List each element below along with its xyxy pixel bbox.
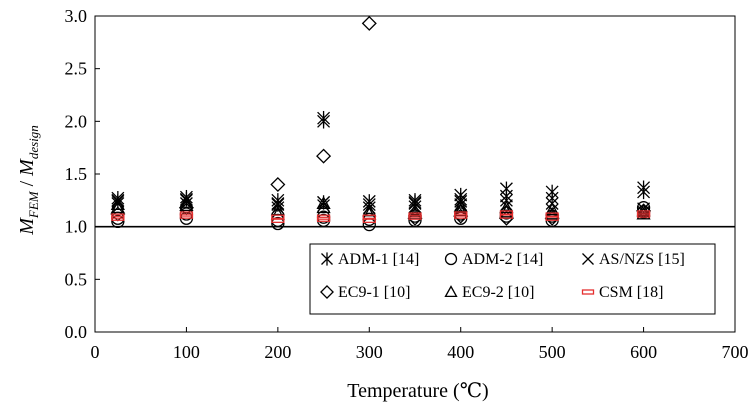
legend-marker-asterisk: [321, 252, 333, 266]
data-point: [179, 195, 194, 208]
data-point: [408, 197, 422, 210]
data-point: [499, 210, 514, 216]
data-point: [499, 181, 513, 196]
data-point: [498, 210, 514, 226]
data-point: [545, 215, 559, 221]
x-tick-label: 700: [722, 342, 749, 362]
legend-entry: CSM [18]: [581, 284, 663, 301]
legend-marker-x: [582, 253, 594, 265]
legend-entry: AS/NZS [15]: [582, 251, 685, 268]
chart-marks: [110, 15, 652, 232]
data-point: [499, 213, 514, 219]
data-point: [636, 210, 651, 216]
data-point: [362, 217, 376, 223]
data-point: [454, 211, 468, 217]
x-axis-title: Temperature (℃): [347, 380, 488, 402]
legend-marker-triangle: [444, 285, 458, 298]
x-tick-label: 300: [356, 342, 383, 362]
data-point: [545, 212, 559, 218]
legend-label: EC9-1 [10]: [338, 284, 410, 301]
data-point: [316, 200, 331, 214]
x-tick-label: 600: [630, 342, 657, 362]
data-point: [361, 15, 377, 31]
x-tick-label: 400: [447, 342, 474, 362]
data-point: [316, 213, 331, 227]
data-point: [408, 212, 422, 218]
y-tick-label: 1.5: [65, 164, 88, 184]
data-point: [316, 214, 331, 220]
y-tick-label: 0.0: [65, 322, 88, 342]
data-point: [545, 203, 559, 217]
data-point: [110, 197, 125, 210]
x-tick-label: 0: [91, 342, 100, 362]
data-point: [362, 217, 376, 232]
y-tick-label: 1.0: [65, 217, 88, 237]
legend-label: AS/NZS [15]: [599, 251, 685, 268]
y-tick-label: 2.5: [65, 59, 88, 79]
legend-marker-bar: [581, 289, 595, 295]
legend-marker-diamond: [320, 285, 334, 299]
data-point: [111, 214, 125, 229]
data-point: [545, 184, 559, 200]
data-point: [316, 148, 332, 164]
data-point: [408, 213, 422, 227]
legend-label: CSM [18]: [599, 284, 663, 301]
axes: 0 100 200 300 400 500 600 700 0.0 0.5 1.0 1.5 2.0 2.5…: [65, 6, 749, 362]
data-point: [499, 200, 514, 214]
data-point: [111, 213, 125, 219]
y-tick-label: 3.0: [65, 6, 88, 26]
data-point: [270, 177, 286, 193]
legend-label: ADM-1 [14]: [338, 251, 419, 268]
data-point: [179, 211, 194, 217]
data-point: [271, 216, 285, 231]
legend-marker-circle: [444, 252, 458, 266]
data-point: [362, 194, 376, 209]
data-point: [408, 200, 422, 214]
legend: ADM-1 [14] ADM-2 [14] AS/NZS [15] EC9-1 [10…: [309, 243, 716, 315]
data-point: [179, 198, 194, 212]
x-tick-label: 500: [539, 342, 566, 362]
data-point: [271, 217, 285, 223]
x-tick-label: 100: [173, 342, 200, 362]
data-point: [362, 214, 376, 220]
data-point: [271, 214, 285, 220]
data-point: [111, 193, 125, 207]
y-tick-label: 2.0: [65, 111, 88, 131]
data-point: [637, 180, 651, 195]
x-tick-label: 200: [264, 342, 291, 362]
data-point: [316, 196, 331, 209]
legend-label: ADM-2 [14]: [462, 251, 543, 268]
legend-entry: ADM-1 [14]: [321, 251, 419, 268]
series-asterisk: [111, 110, 651, 212]
data-point: [636, 203, 651, 217]
legend-entry: ADM-2 [14]: [444, 251, 543, 268]
legend-entry: EC9-1 [10]: [320, 284, 410, 301]
legend-box: [309, 243, 716, 315]
data-point: [111, 197, 125, 210]
y-axis-title: MFEM / Mdesign: [16, 125, 41, 236]
series-bar: [111, 210, 651, 223]
legend-entry: EC9-2 [10]: [444, 284, 534, 301]
y-tick-label: 0.5: [65, 269, 88, 289]
data-point: [499, 193, 513, 207]
data-point: [110, 200, 125, 214]
data-point: [317, 110, 331, 126]
legend-label: EC9-2 [10]: [462, 284, 534, 301]
data-point: [545, 202, 560, 216]
